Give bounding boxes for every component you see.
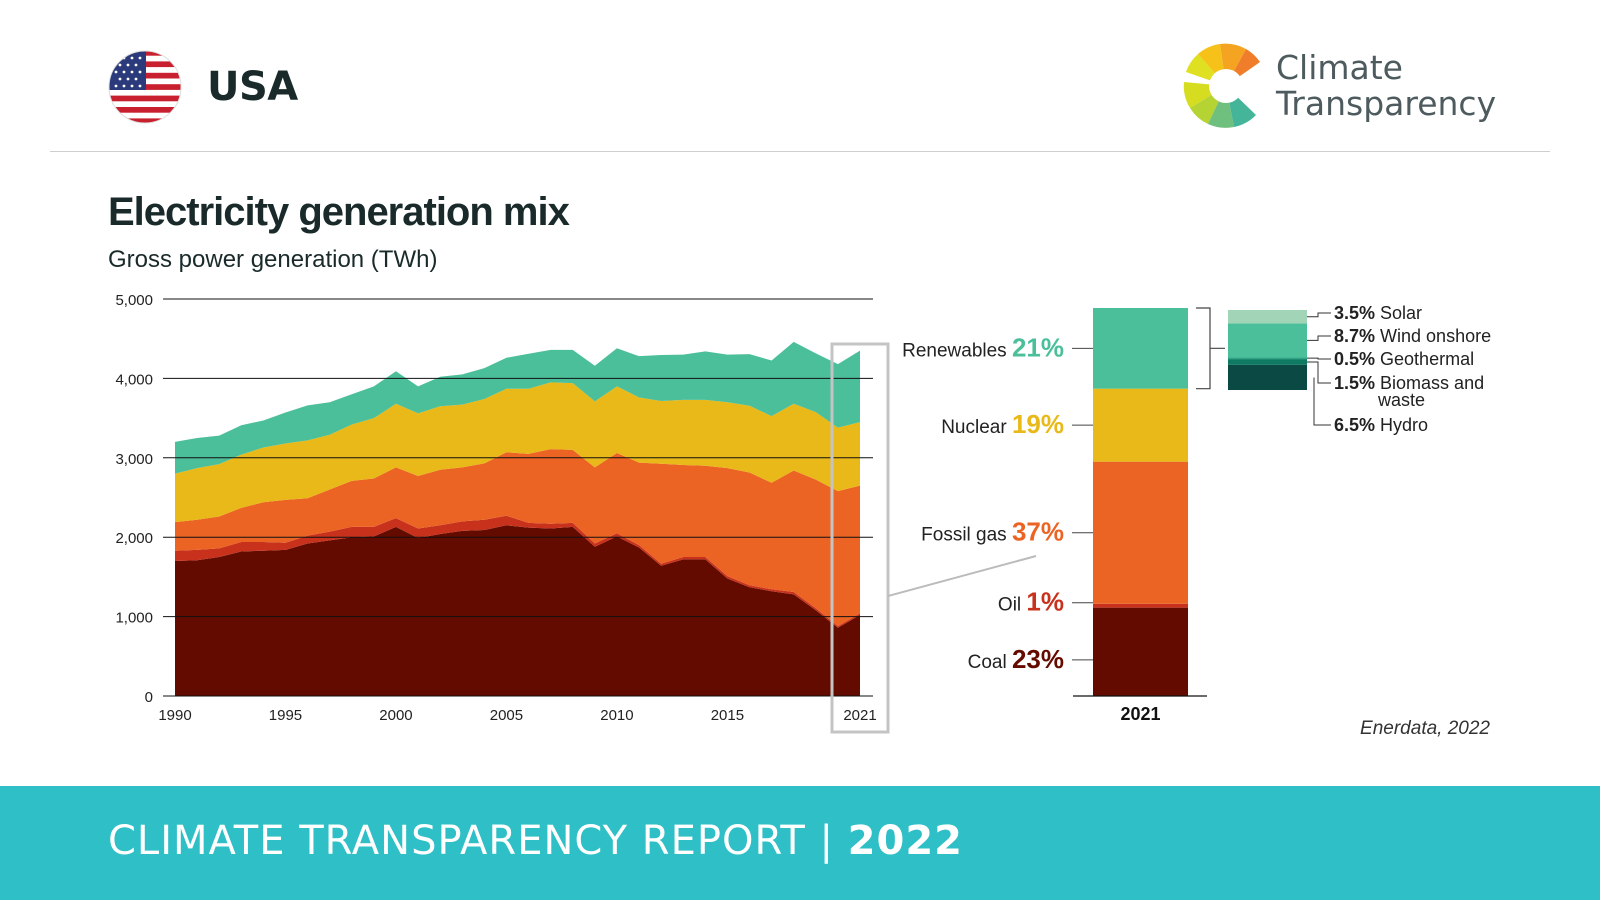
renewables-label-name: Geothermal <box>1375 349 1474 369</box>
bar-label-percent: 23% <box>1012 644 1064 674</box>
renewables-segment-geothermal <box>1228 357 1307 360</box>
renewables-label-percent: 6.5% <box>1334 415 1375 435</box>
renewables-segment-biomass-and-waste <box>1228 359 1307 365</box>
bar-label-name: Oil <box>998 595 1027 616</box>
bar-label-name: Fossil gas <box>921 525 1012 546</box>
area-series-coal <box>175 525 860 696</box>
area-series-nuclear <box>175 382 860 523</box>
renewables-label-percent: 3.5% <box>1334 303 1375 323</box>
renewables-label-percent: 8.7% <box>1334 326 1375 346</box>
renewables-label-solar: 3.5% Solar <box>1334 303 1422 323</box>
renewables-leader-line <box>1307 335 1331 341</box>
y-tick-label: 5,000 <box>115 292 153 309</box>
renewables-segment-hydro <box>1228 364 1307 390</box>
x-tick-label: 2000 <box>379 707 412 724</box>
electricity-mix-chart: 0 1,000 2,000 3,000 4,000 5,000 1990 1995 2000 20… <box>115 292 1491 734</box>
renewables-leader-line <box>1307 357 1331 360</box>
brand-name: Climate Transparency <box>1276 50 1496 122</box>
bar-label-name: Coal <box>968 652 1012 673</box>
country-name: USA <box>207 64 298 110</box>
x-tick-label: 2021 <box>843 707 876 724</box>
renewables-label-line2: waste <box>1377 390 1425 410</box>
climate-transparency-logo-icon <box>1183 43 1270 128</box>
x-tick-label: 2015 <box>711 707 744 724</box>
highlight-connector <box>887 555 1037 597</box>
chart-title: Electricity generation mix <box>108 190 570 234</box>
renewables-segment-wind-onshore <box>1228 323 1307 358</box>
renewables-label-percent: 0.5% <box>1334 349 1375 369</box>
y-tick-label: 4,000 <box>115 371 153 388</box>
renewables-segment-solar <box>1228 310 1307 324</box>
footer-bar <box>0 786 1600 900</box>
bar-label-renewables: Renewables 21% <box>902 332 1064 362</box>
renewables-label-name: Hydro <box>1375 415 1428 435</box>
x-tick-label: 2010 <box>600 707 633 724</box>
bar-segment-oil <box>1093 603 1188 608</box>
bar-segment-coal <box>1093 607 1188 696</box>
source-note: Enerdata, 2022 <box>1360 718 1490 739</box>
renewables-label-percent: 1.5% <box>1334 373 1375 393</box>
us-flag-icon <box>108 50 182 124</box>
bar-label-percent: 37% <box>1012 517 1064 547</box>
renewables-label-geothermal: 0.5% Geothermal <box>1334 349 1474 369</box>
x-tick-label: 2005 <box>490 707 523 724</box>
area-series-fossil-gas <box>175 449 860 627</box>
renewables-leader-line <box>1313 377 1331 426</box>
y-tick-label: 2,000 <box>115 530 153 547</box>
renewables-label-biomass-and-waste: 1.5% Biomass and <box>1334 373 1484 393</box>
bar-segment-fossil-gas <box>1093 461 1188 604</box>
renewables-label-hydro: 6.5% Hydro <box>1334 415 1428 435</box>
bar-label-fossil-gas: Fossil gas 37% <box>921 517 1064 547</box>
renewables-label-name: Wind onshore <box>1375 326 1491 346</box>
footer-text: CLIMATE TRANSPARENCY REPORT | 2022 <box>108 818 963 864</box>
bar-category-label: 2021 <box>1120 704 1160 724</box>
renewables-label-wind-onshore: 8.7% Wind onshore <box>1334 326 1491 346</box>
renewables-leader-line <box>1307 312 1331 318</box>
chart-subtitle: Gross power generation (TWh) <box>108 246 438 273</box>
bar-label-percent: 21% <box>1012 332 1064 362</box>
bar-label-name: Renewables <box>902 340 1012 361</box>
footer-year: 2022 <box>847 818 963 864</box>
bar-label-percent: 1% <box>1026 587 1064 617</box>
bar-segment-renewables <box>1093 308 1188 389</box>
bar-label-name: Nuclear <box>941 417 1012 438</box>
bar-label-nuclear: Nuclear 19% <box>941 409 1064 439</box>
renewables-label-name: Solar <box>1375 303 1422 323</box>
highlight-box-2021 <box>830 342 890 734</box>
bar-segment-nuclear <box>1093 388 1188 462</box>
bar-label-coal: Coal 23% <box>968 644 1064 674</box>
area-series-renewables <box>175 341 860 474</box>
renewables-bracket <box>1196 307 1225 390</box>
brand-line-1: Climate <box>1276 48 1403 87</box>
y-tick-label: 1,000 <box>115 610 153 627</box>
bar-label-oil: Oil 1% <box>998 587 1064 617</box>
x-tick-label: 1995 <box>269 707 302 724</box>
header-divider <box>50 151 1550 152</box>
bar-label-percent: 19% <box>1012 409 1064 439</box>
x-tick-label: 1990 <box>158 707 191 724</box>
brand-line-2: Transparency <box>1276 84 1497 123</box>
footer-label: CLIMATE TRANSPARENCY REPORT | <box>108 818 834 864</box>
y-tick-label: 3,000 <box>115 451 153 468</box>
renewables-leader-line <box>1307 361 1331 384</box>
renewables-label-name: Biomass and <box>1375 373 1484 393</box>
y-tick-label: 0 <box>145 689 153 706</box>
